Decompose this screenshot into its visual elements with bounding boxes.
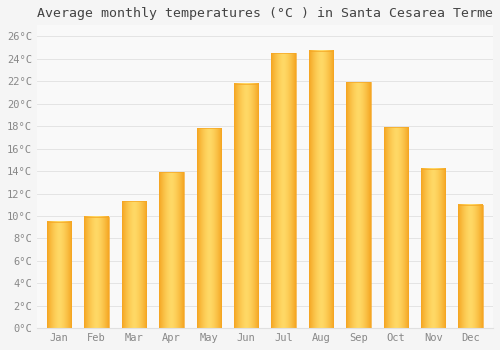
Bar: [84, 217, 109, 328]
Bar: [122, 201, 146, 328]
Bar: [47, 222, 72, 328]
Bar: [384, 127, 408, 328]
Bar: [234, 84, 258, 328]
Bar: [196, 128, 221, 328]
Bar: [272, 53, 296, 328]
Title: Average monthly temperatures (°C ) in Santa Cesarea Terme: Average monthly temperatures (°C ) in Sa…: [37, 7, 493, 20]
Bar: [346, 83, 370, 328]
Bar: [309, 51, 333, 328]
Bar: [160, 172, 184, 328]
Bar: [421, 169, 446, 328]
Bar: [458, 205, 483, 328]
